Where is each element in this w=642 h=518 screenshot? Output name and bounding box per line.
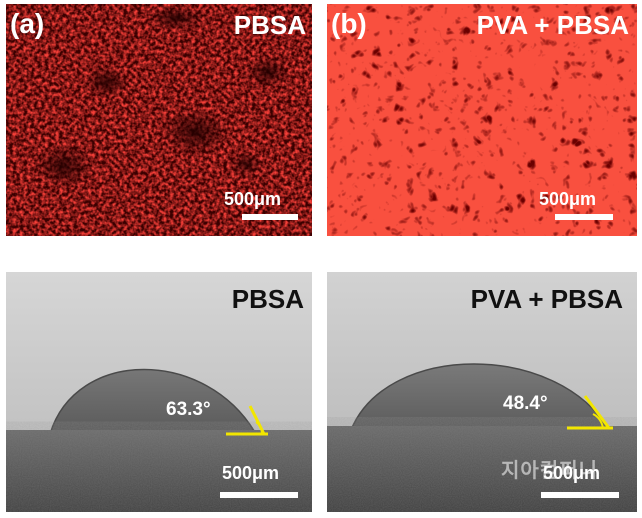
droplet-image-c xyxy=(6,272,312,512)
scale-bar-c xyxy=(220,492,298,498)
panel-c-contact-angle: PBSA 63.3° 500μm xyxy=(6,272,312,512)
panel-title-a: PBSA xyxy=(233,10,306,40)
panel-letter-a: (a) xyxy=(10,8,45,39)
watermark-text: 지아컴퍼니 xyxy=(501,458,598,482)
panel-b-fluorescence: (b) PVA + PBSA 500μm xyxy=(327,4,637,236)
contact-angle-c: 63.3° xyxy=(166,399,211,420)
scale-bar-b xyxy=(555,214,613,220)
panel-title-c: PBSA xyxy=(231,284,304,314)
scale-label-b: 500μm xyxy=(539,189,597,209)
panel-title-b: PVA + PBSA xyxy=(476,10,629,40)
fluorescence-image-a xyxy=(6,4,312,236)
fluorescence-image-b xyxy=(327,4,637,236)
scale-label-c: 500μm xyxy=(222,463,280,483)
panel-title-d: PVA + PBSA xyxy=(470,284,623,314)
contact-angle-d: 48.4° xyxy=(503,393,548,414)
droplet-image-d xyxy=(327,272,637,512)
panel-letter-b: (b) xyxy=(331,8,367,39)
panel-a-fluorescence: (a) PBSA 500μm xyxy=(6,4,312,236)
scale-label-a: 500μm xyxy=(224,189,282,209)
scale-bar-a xyxy=(242,214,298,220)
scale-bar-d xyxy=(541,492,619,498)
scale-label-d: 500μm xyxy=(543,463,601,483)
tangent-line-d xyxy=(583,395,611,429)
panel-d-contact-angle: PVA + PBSA 48.4° 500μm 지아컴퍼니 xyxy=(327,272,637,512)
